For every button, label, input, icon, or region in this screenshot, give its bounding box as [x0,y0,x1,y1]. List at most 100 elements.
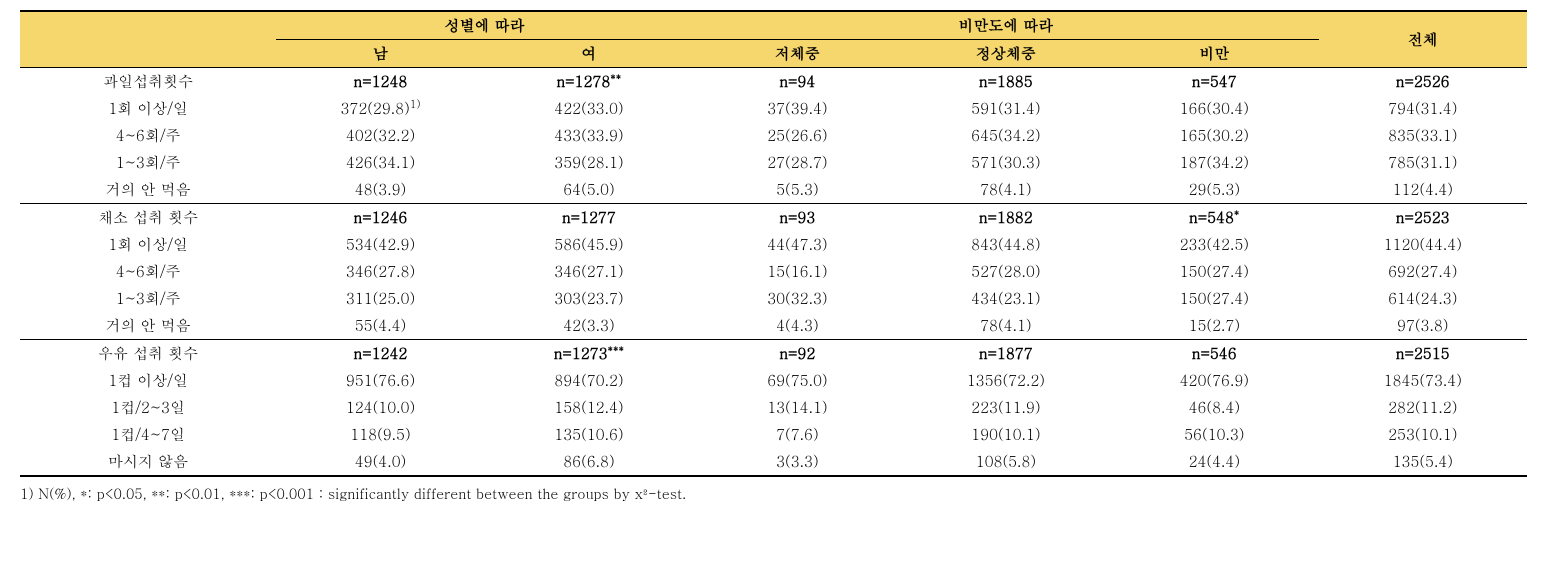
intake-frequency-table: 성별에 따라 비만도에 따라 전체 남 여 저체중 정상체중 비만 과일섭취횟수… [20,10,1527,477]
n-total: n=2523 [1319,204,1527,232]
cell-total: 97(3.8) [1319,312,1527,340]
cell-obese: 15(2.7) [1110,312,1318,340]
cell-normal: 571(30.3) [902,149,1110,176]
cell-female: 359(28.1) [485,149,693,176]
n-male: n=1248 [276,68,484,96]
cell-underweight: 27(28.7) [693,149,901,176]
cell-underweight: 69(75.0) [693,367,901,394]
cell-female: 433(33.9) [485,122,693,149]
cell-obese: 150(27.4) [1110,258,1318,285]
cell-female: 158(12.4) [485,394,693,421]
cell-total: 1120(44.4) [1319,231,1527,258]
cell-female: 86(6.8) [485,448,693,476]
cell-underweight: 30(32.3) [693,285,901,312]
cell-obese: 24(4.4) [1110,448,1318,476]
table-row: 마시지 않음49(4.0)86(6.8)3(3.3)108(5.8)24(4.4… [20,448,1527,476]
n-total: n=2526 [1319,68,1527,96]
cell-total: 835(33.1) [1319,122,1527,149]
table-row: 4~6회/주402(32.2)433(33.9)25(26.6)645(34.2… [20,122,1527,149]
cell-female: 303(23.7) [485,285,693,312]
table-row: 채소 섭취 횟수n=1246n=1277n=93n=1882n=548*n=25… [20,204,1527,232]
cell-obese: 150(27.4) [1110,285,1318,312]
significance-marker: ** [610,70,621,85]
n-female: n=1277 [485,204,693,232]
n-normal: n=1882 [902,204,1110,232]
cell-total: 1845(73.4) [1319,367,1527,394]
n-total: n=2515 [1319,340,1527,368]
row-label: 거의 안 먹음 [20,312,276,340]
cell-total: 282(11.2) [1319,394,1527,421]
row-label: 거의 안 먹음 [20,176,276,204]
section-title: 과일섭취횟수 [20,68,276,96]
row-label: 마시지 않음 [20,448,276,476]
cell-total: 614(24.3) [1319,285,1527,312]
cell-obese: 56(10.3) [1110,421,1318,448]
n-male: n=1246 [276,204,484,232]
cell-obese: 166(30.4) [1110,95,1318,122]
row-label: 4~6회/주 [20,258,276,285]
n-female: n=1273*** [485,340,693,368]
significance-marker: * [1234,206,1240,221]
cell-total: 785(31.1) [1319,149,1527,176]
header-underweight: 저체중 [693,40,901,68]
cell-underweight: 25(26.6) [693,122,901,149]
cell-normal: 108(5.8) [902,448,1110,476]
cell-normal: 1356(72.2) [902,367,1110,394]
cell-male: 49(4.0) [276,448,484,476]
cell-male: 311(25.0) [276,285,484,312]
cell-male: 55(4.4) [276,312,484,340]
cell-female: 894(70.2) [485,367,693,394]
cell-obese: 29(5.3) [1110,176,1318,204]
table-row: 1회 이상/일372(29.8)1)422(33.0)37(39.4)591(3… [20,95,1527,122]
cell-normal: 434(23.1) [902,285,1110,312]
header-gender: 성별에 따라 [276,11,693,40]
cell-normal: 591(31.4) [902,95,1110,122]
cell-male: 951(76.6) [276,367,484,394]
table-row: 거의 안 먹음48(3.9)64(5.0)5(5.3)78(4.1)29(5.3… [20,176,1527,204]
table-row: 1~3회/주426(34.1)359(28.1)27(28.7)571(30.3… [20,149,1527,176]
cell-total: 253(10.1) [1319,421,1527,448]
n-obese: n=547 [1110,68,1318,96]
row-label: 4~6회/주 [20,122,276,149]
cell-underweight: 13(14.1) [693,394,901,421]
cell-normal: 78(4.1) [902,176,1110,204]
header-obese: 비만 [1110,40,1318,68]
cell-total: 692(27.4) [1319,258,1527,285]
row-label: 1컵/4~7일 [20,421,276,448]
footnote: 1) N(%), *: p<0.05, **: p<0.01, ***: p<0… [20,483,1527,503]
cell-underweight: 15(16.1) [693,258,901,285]
cell-male: 48(3.9) [276,176,484,204]
table-row: 4~6회/주346(27.8)346(27.1)15(16.1)527(28.0… [20,258,1527,285]
n-male: n=1242 [276,340,484,368]
cell-total: 112(4.4) [1319,176,1527,204]
significance-marker: *** [608,342,625,357]
cell-obese: 187(34.2) [1110,149,1318,176]
section-title: 채소 섭취 횟수 [20,204,276,232]
row-label: 1~3회/주 [20,149,276,176]
n-underweight: n=94 [693,68,901,96]
table-row: 1컵 이상/일951(76.6)894(70.2)69(75.0)1356(72… [20,367,1527,394]
n-female: n=1278** [485,68,693,96]
header-blank [20,11,276,68]
cell-male: 402(32.2) [276,122,484,149]
cell-normal: 843(44.8) [902,231,1110,258]
row-label: 1회 이상/일 [20,95,276,122]
table-row: 과일섭취횟수n=1248n=1278**n=94n=1885n=547n=252… [20,68,1527,96]
row-label: 1회 이상/일 [20,231,276,258]
cell-obese: 233(42.5) [1110,231,1318,258]
cell-underweight: 5(5.3) [693,176,901,204]
cell-total: 135(5.4) [1319,448,1527,476]
cell-female: 42(3.3) [485,312,693,340]
cell-male: 124(10.0) [276,394,484,421]
cell-female: 135(10.6) [485,421,693,448]
n-obese: n=548* [1110,204,1318,232]
cell-underweight: 7(7.6) [693,421,901,448]
cell-obese: 46(8.4) [1110,394,1318,421]
header-male: 남 [276,40,484,68]
header-total: 전체 [1319,11,1527,68]
cell-normal: 78(4.1) [902,312,1110,340]
header-normal: 정상체중 [902,40,1110,68]
cell-obese: 420(76.9) [1110,367,1318,394]
table-body: 과일섭취횟수n=1248n=1278**n=94n=1885n=547n=252… [20,68,1527,477]
cell-underweight: 3(3.3) [693,448,901,476]
